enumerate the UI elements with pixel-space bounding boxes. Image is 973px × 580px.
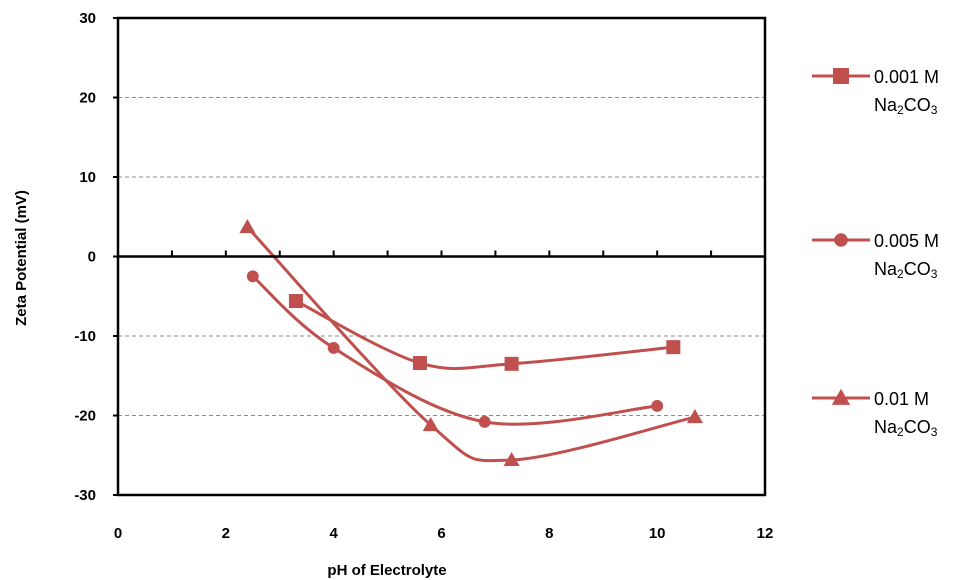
x-axis-label: pH of Electrolyte <box>327 562 446 579</box>
x-tick-label: 8 <box>545 525 553 542</box>
x-tick-label: 12 <box>757 525 774 542</box>
legend-formula-part: CO <box>904 95 931 115</box>
gridlines <box>118 97 765 416</box>
data-point-circle <box>651 400 664 412</box>
legend-label-formula: Na2CO3 <box>874 417 938 439</box>
data-point-triangle <box>422 416 439 432</box>
legend-formula-part: Na <box>874 95 898 115</box>
legend-formula-part: CO <box>904 417 931 437</box>
series-line-circle <box>251 275 658 426</box>
x-tick-label: 0 <box>114 525 122 542</box>
legend-label-line1: 0.001 M <box>874 67 939 87</box>
y-tick-label: 30 <box>79 10 96 27</box>
y-tick-label: 0 <box>88 249 96 266</box>
legend-label-line1: 0.005 M <box>874 231 939 251</box>
series-line-square <box>295 299 674 371</box>
x-tick-label: 6 <box>437 525 445 542</box>
legend-subscript: 2 <box>897 267 904 281</box>
series-line-triangle <box>246 226 696 463</box>
y-tick-label: -20 <box>74 408 96 425</box>
legend-label-line1: 0.01 M <box>874 389 929 409</box>
data-point-triangle <box>239 219 256 234</box>
data-point-triangle <box>503 451 520 467</box>
legend-marker-circle <box>834 233 848 247</box>
legend-formula-part: CO <box>904 259 931 279</box>
legend-marker-triangle <box>831 388 851 405</box>
data-point-square <box>504 356 519 371</box>
legend-formula-part: Na <box>874 259 898 279</box>
x-tick-label: 2 <box>222 525 230 542</box>
y-tick-label: -30 <box>74 487 96 504</box>
series-curves <box>246 226 696 463</box>
legend-subscript: 2 <box>897 425 904 439</box>
x-tick-label: 4 <box>329 525 338 542</box>
legend-label-formula: Na2CO3 <box>874 95 938 117</box>
data-point-circle <box>478 415 491 428</box>
series-markers <box>239 219 703 467</box>
data-point-triangle <box>686 409 703 424</box>
legend-subscript: 3 <box>931 425 938 439</box>
legend-marker-square <box>833 68 849 84</box>
x-tick-label: 10 <box>649 525 666 542</box>
legend-label-formula: Na2CO3 <box>874 259 938 281</box>
data-point-square <box>666 340 681 355</box>
tick-labels: 30 20 10 0 -10 -20 -30 0 2 4 6 8 10 12 <box>74 10 773 542</box>
y-axis-label: Zeta Potential (mV) <box>13 190 30 326</box>
data-point-circle <box>246 270 259 283</box>
y-tick-label: -10 <box>74 328 96 345</box>
data-point-circle <box>327 341 340 354</box>
legend-subscript: 2 <box>897 103 904 117</box>
axes <box>113 16 767 497</box>
y-tick-label: 20 <box>79 90 96 107</box>
legend-subscript: 3 <box>931 103 938 117</box>
data-point-square <box>288 294 303 309</box>
data-point-square <box>412 356 427 371</box>
legend-formula-part: Na <box>874 417 898 437</box>
legend-subscript: 3 <box>931 267 938 281</box>
y-tick-label: 10 <box>79 169 96 186</box>
